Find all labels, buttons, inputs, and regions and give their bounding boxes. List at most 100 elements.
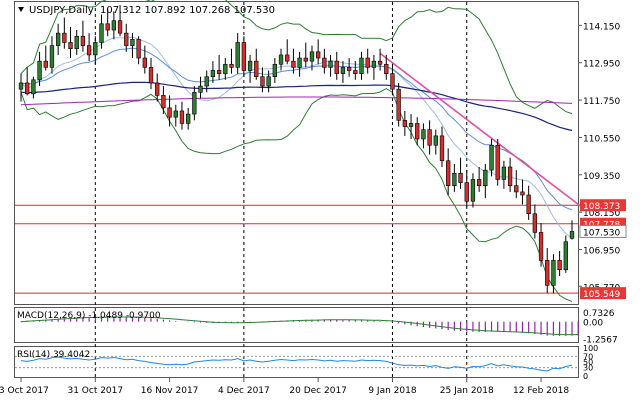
candle-body — [105, 23, 110, 31]
price-tag-label: 105.549 — [583, 290, 620, 300]
ohlc-values: 107.312 107.892 107.268 107.530 — [100, 5, 275, 16]
candle-body — [489, 144, 494, 171]
candle-body — [514, 185, 519, 193]
date-tick-label: 4 Dec 2017 — [218, 386, 270, 396]
rsi-panel-frame — [14, 346, 579, 378]
rsi-tick-label: 70 — [583, 352, 593, 361]
candle-body — [365, 57, 370, 68]
price-tag-box — [580, 287, 626, 300]
candle-body — [396, 88, 401, 121]
candle-body — [254, 60, 259, 78]
candle-body — [216, 70, 222, 74]
candle-body — [452, 172, 457, 186]
candle-body — [136, 39, 141, 59]
candle-body — [31, 79, 36, 95]
rsi-tick-label: 30 — [583, 364, 593, 373]
rsi-tick-label: 100 — [583, 344, 598, 353]
candle-body — [346, 67, 352, 71]
candle-body — [55, 32, 61, 46]
candle-body — [551, 260, 556, 286]
candle-body — [353, 70, 358, 74]
price-tick-label: 111.750 — [583, 97, 620, 107]
candle-body — [186, 113, 191, 124]
candle-body — [303, 57, 308, 62]
candle-body — [538, 232, 544, 261]
candle-body — [260, 76, 265, 87]
symbol-timeframe: USDJPY,Daily — [29, 5, 94, 16]
rsi-tick-label: 50 — [583, 358, 593, 367]
candle-body — [80, 35, 86, 46]
candle-body — [179, 110, 185, 124]
price-tag-label: 107.530 — [583, 228, 620, 238]
date-tick-label: 31 Oct 2017 — [67, 386, 123, 396]
candle-body — [229, 63, 234, 68]
price-tick-label: 109.350 — [583, 172, 620, 182]
candle-body — [483, 169, 488, 186]
date-axis: 13 Oct 2017 31 Oct 2017 16 Nov 2017 4 Dec 2… — [0, 378, 569, 396]
price-tick-label: 110.550 — [583, 134, 620, 144]
candle-body — [18, 82, 24, 90]
candle-body — [433, 135, 438, 146]
candle-body — [526, 194, 531, 215]
horizontal-levels — [15, 204, 578, 294]
ma-fast-line — [20, 36, 573, 239]
dropdown-triangle-icon[interactable] — [18, 7, 24, 12]
date-tick-label: 16 Nov 2017 — [141, 386, 199, 396]
candle-body — [464, 182, 469, 202]
candle-body — [117, 20, 123, 34]
ma-200-line — [20, 96, 573, 106]
candle-body — [384, 63, 389, 74]
candle-body — [322, 57, 327, 68]
candle-body — [74, 35, 79, 50]
price-tick-label: 112.950 — [583, 60, 620, 70]
candle-body — [37, 60, 42, 81]
candle-body — [532, 213, 538, 233]
candle-body — [93, 42, 98, 56]
candle-body — [470, 179, 476, 202]
candle-body — [371, 60, 377, 68]
candle-body — [161, 95, 166, 109]
candle-body — [402, 120, 407, 127]
candle-body — [545, 260, 550, 286]
candle-body — [272, 63, 277, 78]
macd-signal-line — [20, 316, 579, 336]
candle-body — [507, 166, 513, 186]
candle-body — [569, 231, 575, 239]
candle-body — [241, 42, 247, 71]
candle-body — [359, 57, 364, 74]
candle-body — [124, 32, 129, 46]
candle-body — [68, 42, 73, 50]
candle-body — [328, 60, 333, 68]
candle-body — [446, 160, 451, 186]
candle-body — [62, 32, 67, 43]
candle-body — [458, 172, 463, 183]
candle-body — [130, 39, 135, 46]
price-tick-label: 106.950 — [583, 247, 620, 257]
bollinger-upper-line — [20, 0, 573, 115]
ma-slow-line — [20, 81, 573, 132]
candle-body — [557, 260, 562, 271]
overlay-indicators — [20, 0, 573, 303]
candle-body — [563, 241, 568, 271]
chart-header: USDJPY,Daily 107.312 107.892 107.268 107… — [18, 5, 275, 16]
trendline-line[interactable] — [379, 52, 585, 210]
candle-body — [340, 67, 346, 74]
date-tick-label: 20 Dec 2017 — [289, 386, 347, 396]
macd-tick-label: -1.2567 — [583, 335, 618, 345]
candle-body — [198, 85, 203, 93]
candle-body — [291, 60, 296, 68]
candle-body — [43, 60, 48, 68]
candle-body — [285, 54, 290, 62]
candle-body — [111, 20, 117, 31]
bollinger-lower-line — [20, 88, 573, 303]
trendline[interactable] — [379, 52, 585, 210]
price-tick-label: 108.150 — [583, 209, 620, 219]
candle-body — [377, 60, 383, 65]
date-tick-label: 9 Jan 2018 — [368, 386, 416, 396]
candle-body — [25, 82, 30, 95]
price-tag-box — [580, 199, 626, 212]
rsi-line — [20, 356, 573, 372]
